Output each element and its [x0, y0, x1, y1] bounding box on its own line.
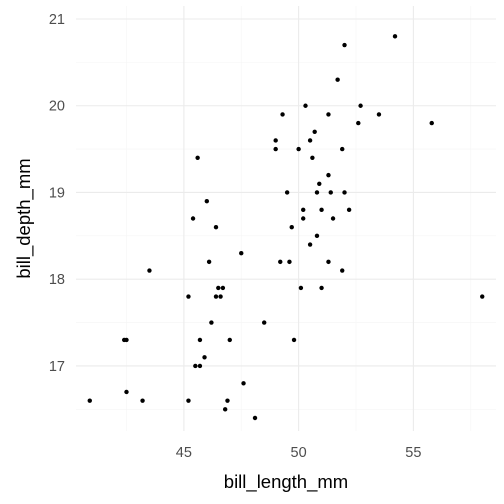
- data-point: [186, 398, 191, 403]
- data-point: [340, 268, 345, 273]
- data-point: [340, 146, 345, 152]
- data-points: [87, 34, 485, 421]
- data-point: [326, 112, 331, 117]
- x-tick-label: 50: [291, 445, 307, 461]
- y-tick-label: 21: [49, 12, 65, 28]
- data-point: [220, 285, 226, 291]
- y-axis-tick-labels: 17 18 19 20 21: [49, 12, 65, 375]
- data-point: [310, 155, 315, 160]
- data-point: [291, 337, 297, 343]
- data-point: [301, 216, 306, 221]
- data-point: [358, 103, 363, 108]
- x-tick-label: 55: [405, 445, 421, 461]
- data-point: [480, 294, 485, 299]
- data-point: [307, 138, 313, 143]
- data-point: [190, 216, 196, 221]
- data-point: [319, 285, 324, 291]
- data-point: [218, 294, 223, 299]
- data-point: [287, 259, 292, 265]
- data-point: [273, 138, 278, 143]
- data-point: [252, 415, 258, 421]
- data-point: [87, 398, 92, 403]
- y-tick-label: 19: [49, 185, 65, 201]
- data-point: [213, 294, 219, 299]
- data-point: [209, 320, 214, 325]
- data-point: [303, 103, 308, 108]
- data-point: [239, 250, 244, 256]
- data-point: [326, 172, 331, 178]
- data-point: [342, 190, 347, 195]
- data-point: [278, 259, 283, 265]
- data-point: [346, 207, 352, 213]
- data-point: [376, 112, 382, 117]
- data-point: [296, 146, 301, 152]
- x-axis-title: bill_length_mm: [224, 471, 348, 493]
- data-point: [124, 389, 129, 395]
- data-point: [319, 207, 324, 213]
- data-point: [273, 146, 278, 152]
- y-tick-label: 18: [49, 272, 65, 288]
- data-point: [193, 363, 198, 369]
- data-point: [307, 242, 313, 247]
- data-point: [326, 259, 331, 265]
- data-point: [356, 120, 361, 126]
- data-point: [284, 190, 290, 195]
- grid-lines: [76, 6, 496, 431]
- data-point: [216, 285, 221, 291]
- data-point: [429, 120, 434, 126]
- data-point: [140, 398, 145, 403]
- data-point: [330, 216, 336, 221]
- data-point: [314, 190, 320, 195]
- data-point: [202, 355, 207, 360]
- data-point: [195, 155, 200, 160]
- data-point: [213, 224, 219, 230]
- y-tick-label: 20: [49, 99, 65, 115]
- data-point: [197, 337, 203, 343]
- data-point: [261, 320, 267, 325]
- data-point: [227, 337, 232, 343]
- data-point: [225, 398, 230, 403]
- data-point: [186, 294, 191, 299]
- x-tick-label: 45: [176, 445, 192, 461]
- data-point: [280, 112, 285, 117]
- data-point: [392, 34, 398, 39]
- x-axis-tick-labels: 45 50 55: [176, 445, 422, 461]
- data-point: [328, 190, 333, 195]
- data-point: [335, 77, 340, 82]
- data-point: [312, 129, 317, 134]
- data-point: [206, 259, 212, 265]
- data-point: [342, 42, 347, 48]
- data-point: [197, 363, 203, 369]
- data-point: [301, 207, 306, 213]
- data-point: [241, 381, 246, 386]
- y-tick-label: 17: [49, 359, 65, 375]
- data-point: [204, 198, 210, 204]
- y-axis-title: bill_depth_mm: [13, 158, 35, 278]
- data-point: [124, 337, 129, 343]
- data-point: [314, 233, 320, 239]
- data-point: [147, 268, 152, 273]
- data-point: [289, 224, 294, 230]
- data-point: [317, 181, 322, 187]
- data-point: [298, 285, 304, 291]
- data-point: [222, 407, 228, 412]
